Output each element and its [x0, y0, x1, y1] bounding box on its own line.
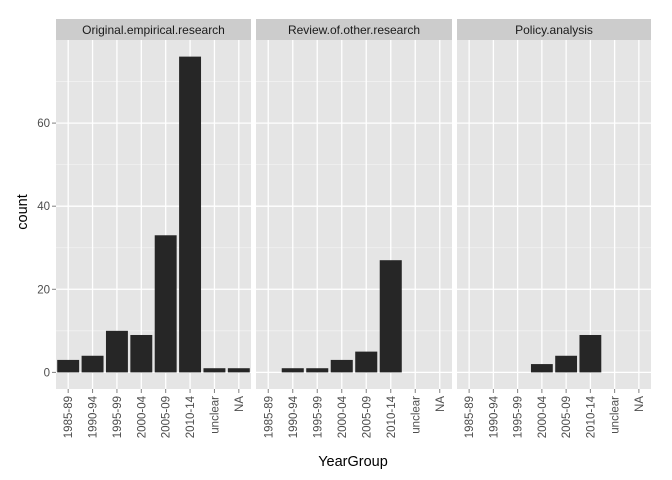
x-tick-label: NA — [435, 396, 447, 412]
y-tick-label: 0 — [44, 367, 50, 379]
bar — [330, 359, 353, 373]
facet-panel: Policy.analysis 1985-89 1990-94 1995-99 2000… — [457, 19, 651, 438]
x-tick-label: 2010-14 — [585, 395, 597, 438]
x-tick-label: 2010-14 — [386, 395, 398, 438]
x-tick-label: 1985-89 — [263, 396, 275, 438]
x-tick-label: unclear — [209, 396, 221, 434]
x-tick-label: 2005-09 — [361, 396, 373, 438]
x-tick-label: 2000-04 — [136, 395, 148, 438]
bar — [154, 235, 177, 373]
x-tick-label: 1985-89 — [63, 396, 75, 438]
x-tick-label: 2000-04 — [537, 395, 549, 438]
x-tick-label: unclear — [610, 396, 622, 434]
y-tick-label: 20 — [37, 284, 50, 296]
bar — [555, 355, 578, 373]
bar — [579, 334, 602, 373]
panel-background — [256, 40, 452, 389]
bar — [130, 334, 153, 373]
facet-strip — [256, 19, 452, 40]
x-tick-label: 1990-94 — [488, 395, 500, 438]
panel-background — [457, 40, 651, 389]
bar — [179, 56, 202, 373]
bar — [105, 330, 128, 373]
facet-panel: Review.of.other.research 1985-89 1990-94 19… — [256, 19, 452, 438]
bar — [355, 351, 378, 373]
bar — [81, 355, 104, 373]
x-tick-label: 1995-99 — [312, 396, 324, 438]
x-tick-label: 1995-99 — [513, 396, 525, 438]
y-tick-label: 60 — [37, 118, 50, 130]
panel-background — [56, 40, 251, 389]
facet-strip — [457, 19, 651, 40]
x-tick-label: NA — [634, 396, 646, 412]
x-tick-label: 2000-04 — [337, 395, 349, 438]
bar — [57, 359, 80, 373]
x-tick-label: 1995-99 — [112, 396, 124, 438]
x-tick-label: 2010-14 — [185, 395, 197, 438]
bar — [281, 368, 304, 373]
facet-strip-label: Original.empirical.research — [82, 23, 225, 37]
bar — [306, 368, 329, 373]
facet-panel: Original.empirical.research 1985-89 1990-9… — [56, 19, 251, 438]
x-tick-label: NA — [234, 396, 246, 412]
bar — [203, 368, 226, 373]
bar — [379, 260, 402, 373]
x-tick-label: 2005-09 — [161, 396, 173, 438]
x-tick-label: 1985-89 — [464, 396, 476, 438]
y-axis-title: count — [15, 194, 31, 229]
facet-strip — [56, 19, 251, 40]
bar — [530, 364, 553, 373]
x-tick-label: unclear — [410, 396, 422, 434]
bar — [227, 368, 250, 373]
x-tick-label: 1990-94 — [88, 395, 100, 438]
facet-strip-label: Policy.analysis — [515, 23, 593, 37]
y-tick-label: 40 — [37, 201, 50, 213]
facet-strip-label: Review.of.other.research — [288, 23, 420, 37]
x-tick-label: 1990-94 — [288, 395, 300, 438]
x-axis-title: YearGroup — [318, 454, 388, 470]
x-tick-label: 2005-09 — [561, 396, 573, 438]
